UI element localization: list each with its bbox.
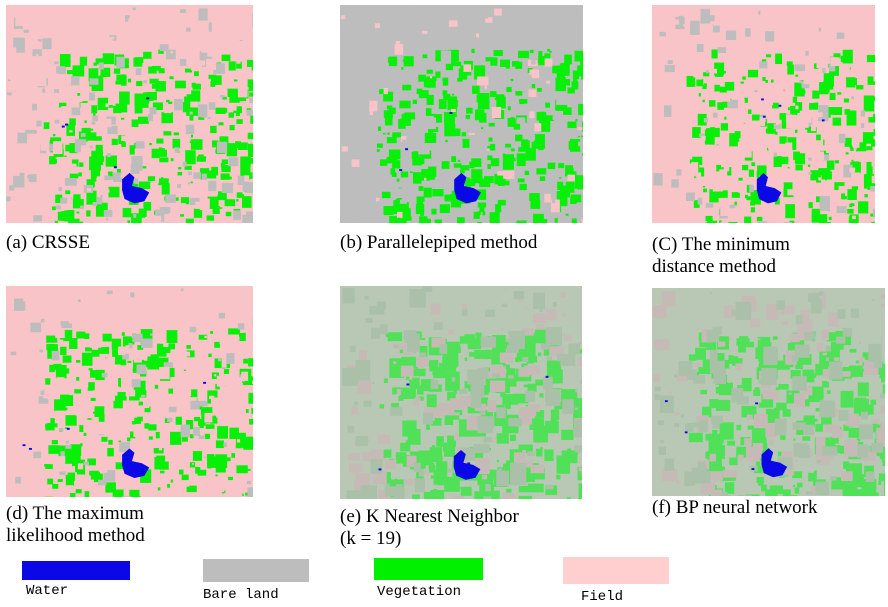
legend-swatch-water (22, 561, 130, 580)
caption-d: (d) The maximum likelihood method (6, 503, 145, 546)
classification-image-a (6, 5, 253, 223)
caption-a: (a) CRSSE (6, 232, 90, 253)
legend-label-bare-land: Bare land (203, 587, 279, 603)
classification-image-d (6, 286, 253, 497)
legend-swatch-vegetation (374, 558, 483, 580)
classification-image-c (652, 5, 875, 223)
classification-image-f (652, 288, 885, 496)
legend-swatch-field (563, 557, 669, 584)
legend-label-field: Field (581, 589, 624, 605)
legend-swatch-bare-land (203, 559, 309, 582)
caption-e: (e) K Nearest Neighbor (k = 19) (340, 506, 519, 549)
caption-c: (C) The minimum distance method (652, 234, 790, 277)
classification-image-e (340, 286, 582, 499)
caption-f: (f) BP neural network (652, 497, 818, 518)
caption-b: (b) Parallelepiped method (340, 232, 538, 253)
legend-label-vegetation: Vegetation (377, 584, 462, 600)
classification-image-b (340, 5, 583, 223)
legend-label-water: Water (26, 583, 69, 599)
